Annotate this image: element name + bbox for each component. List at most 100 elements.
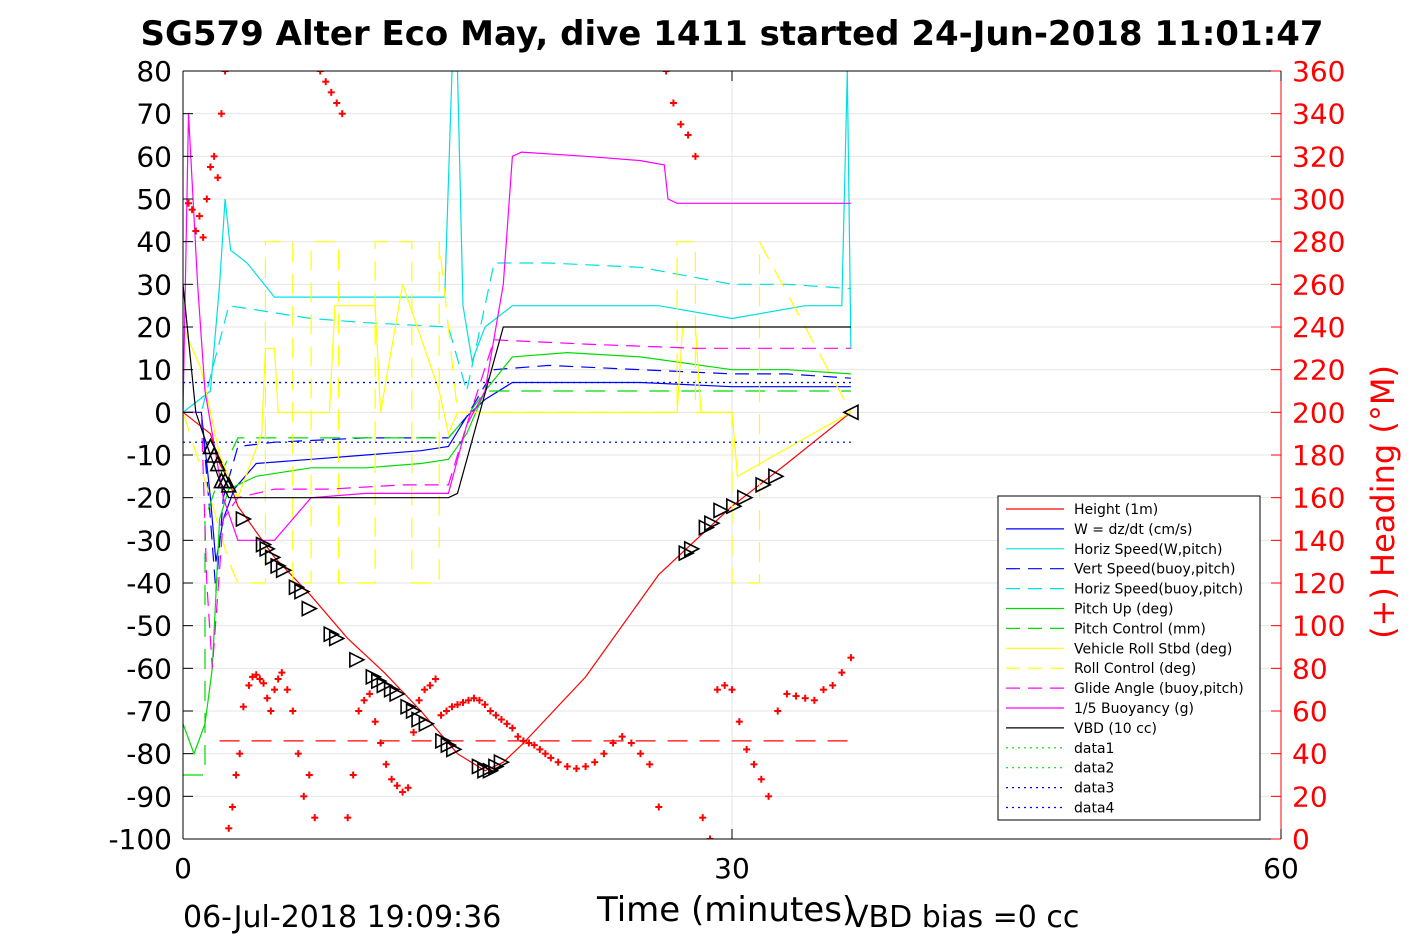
heading-point bbox=[199, 233, 207, 241]
vbd-marker bbox=[371, 672, 388, 690]
heading-point bbox=[263, 694, 271, 702]
heading-point bbox=[192, 227, 200, 235]
x-axis-label: Time (minutes) bbox=[597, 890, 856, 930]
heading-point bbox=[232, 771, 240, 779]
heading-point bbox=[305, 771, 313, 779]
vbd-marker bbox=[235, 510, 253, 528]
heading-point bbox=[388, 775, 396, 783]
heading-point bbox=[783, 690, 791, 698]
tick-label-right: 320 bbox=[1292, 140, 1345, 173]
vbd-marker bbox=[482, 762, 500, 780]
tick-label-left: -20 bbox=[126, 482, 172, 515]
vbd-marker bbox=[477, 762, 494, 780]
heading-point bbox=[541, 750, 549, 758]
heading-point bbox=[239, 703, 247, 711]
vbd-marker bbox=[294, 583, 311, 600]
tick-label-right: 60 bbox=[1292, 695, 1328, 728]
heading-point bbox=[519, 737, 527, 745]
legend-entry: data4 bbox=[1074, 801, 1115, 817]
heading-point bbox=[600, 750, 608, 758]
vbd-marker bbox=[842, 404, 859, 421]
heading-point bbox=[289, 707, 297, 715]
vbd-marker bbox=[205, 446, 223, 463]
vbd-marker bbox=[678, 544, 696, 562]
heading-point bbox=[443, 707, 451, 715]
vbd-marker bbox=[493, 753, 511, 771]
series-vbd bbox=[183, 284, 851, 499]
tick-label-right: 0 bbox=[1292, 823, 1310, 856]
heading-point bbox=[203, 195, 211, 203]
heading-point bbox=[432, 675, 440, 683]
tick-label-left: 60 bbox=[136, 140, 172, 173]
legend-entry: Horiz Speed(buoy,pitch) bbox=[1074, 582, 1243, 598]
tick-label-left: -60 bbox=[126, 652, 172, 685]
heading-point bbox=[847, 654, 855, 662]
footer-vbd-bias: VBD bias =0 cc bbox=[848, 900, 1080, 935]
tick-label-left: -70 bbox=[126, 695, 172, 728]
heading-point bbox=[214, 174, 222, 182]
tick-label-left: 80 bbox=[136, 55, 172, 88]
series-pitch-control bbox=[183, 390, 851, 776]
legend-entry: data2 bbox=[1074, 761, 1114, 777]
legend: Height (1m) W = dz/dt (cm/s) Horiz Speed(W… bbox=[997, 495, 1261, 821]
tick-label-left: -10 bbox=[126, 439, 172, 472]
heading-point bbox=[294, 750, 302, 758]
series-w-buoy bbox=[183, 364, 851, 592]
series-horiz-speed bbox=[183, 71, 852, 413]
heading-point bbox=[338, 110, 346, 118]
heading-point bbox=[415, 696, 423, 704]
tick-label-right: 160 bbox=[1292, 482, 1345, 515]
heading-point bbox=[810, 696, 818, 704]
vbd-marker bbox=[202, 437, 219, 455]
vbd-marker bbox=[446, 741, 463, 758]
vbd-marker bbox=[220, 476, 238, 493]
vbd-marker bbox=[400, 698, 417, 716]
vbd-marker bbox=[471, 758, 489, 775]
vbd-marker bbox=[435, 732, 452, 750]
tick-label-left: 0 bbox=[154, 396, 172, 429]
heading-point bbox=[514, 733, 522, 741]
heading-point bbox=[750, 760, 758, 768]
heading-point bbox=[327, 88, 335, 96]
tick-label-right: 280 bbox=[1292, 226, 1345, 259]
vbd-marker bbox=[264, 549, 282, 566]
tick-label-right: 100 bbox=[1292, 610, 1345, 643]
heading-point bbox=[503, 720, 511, 728]
heading-point bbox=[377, 739, 385, 747]
vbd-marker bbox=[209, 454, 227, 472]
vbd-marker bbox=[405, 702, 423, 720]
heading-point bbox=[410, 728, 418, 736]
tick-label-left: 10 bbox=[136, 354, 172, 387]
heading-point bbox=[252, 671, 260, 679]
axes: 80706050403020100-10-20-30-40-50-60-70-8… bbox=[108, 55, 1345, 885]
tick-label-right: 300 bbox=[1292, 183, 1345, 216]
heading-point bbox=[316, 71, 324, 75]
heading-point bbox=[322, 78, 330, 86]
heading-point bbox=[448, 703, 456, 711]
legend-entry: data3 bbox=[1074, 781, 1114, 797]
vbd-marker bbox=[440, 736, 458, 754]
tick-label-left: -90 bbox=[126, 780, 172, 813]
heading-point bbox=[728, 686, 736, 694]
heading-point bbox=[820, 686, 827, 694]
tick-label-right: 120 bbox=[1292, 567, 1345, 600]
heading-point bbox=[366, 690, 374, 698]
heading-point bbox=[459, 698, 467, 706]
heading-point bbox=[355, 707, 363, 715]
tick-label-right: 80 bbox=[1292, 652, 1328, 685]
legend-entry: VBD (10 cc) bbox=[1074, 721, 1157, 737]
heading-point bbox=[662, 71, 670, 75]
heading-point bbox=[221, 71, 229, 75]
vbd-marker bbox=[418, 715, 436, 733]
heading-point bbox=[360, 696, 368, 704]
tick-label-right: 40 bbox=[1292, 738, 1328, 771]
tick-label-left: -50 bbox=[126, 610, 172, 643]
heading-point bbox=[492, 711, 500, 719]
heading-point bbox=[349, 771, 357, 779]
heading-point bbox=[591, 758, 599, 766]
heading-point bbox=[554, 758, 562, 766]
legend-box bbox=[997, 495, 1261, 821]
right-axis-label: (+) Heading (°M) bbox=[1364, 365, 1402, 639]
heading-point bbox=[382, 760, 390, 768]
